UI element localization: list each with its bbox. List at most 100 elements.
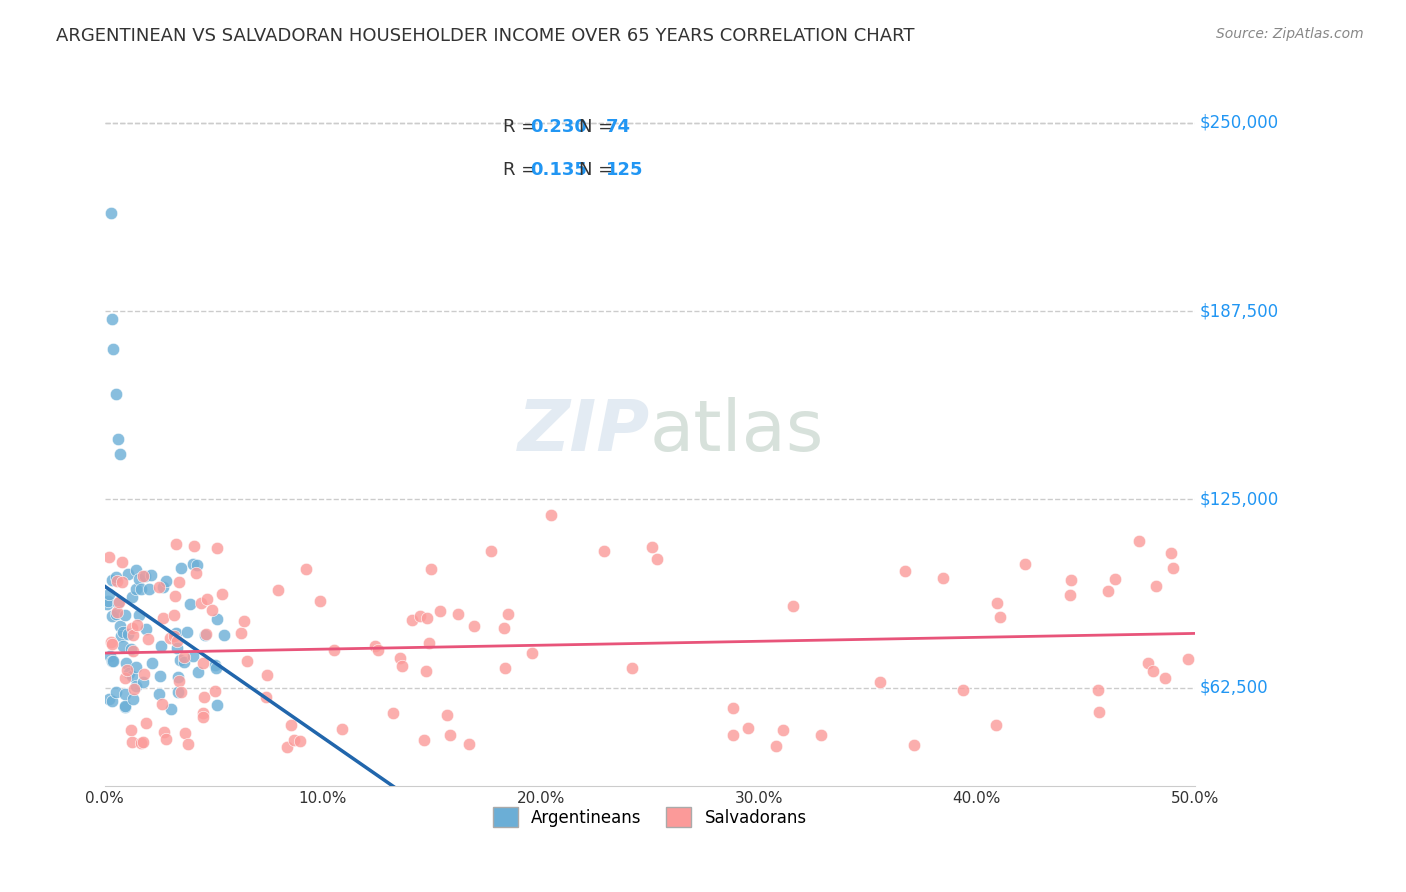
Point [181,557,204,571]
Point [125,563,148,577]
Point [186,558,208,573]
Point [96,597,118,611]
Point [108,594,131,608]
Point [1097,584,1119,599]
Point [205,698,228,712]
Point [165,537,187,551]
Text: ARGENTINEAN VS SALVADORAN HOUSEHOLDER INCOME OVER 65 YEARS CORRELATION CHART: ARGENTINEAN VS SALVADORAN HOUSEHOLDER IN… [56,27,915,45]
Point [179,598,201,612]
Point [129,582,152,597]
Point [323,642,346,657]
Point [111,639,134,653]
Point [149,669,172,683]
Point [167,685,190,699]
Point [418,636,440,650]
Point [121,590,143,604]
Point [114,699,136,714]
Point [139,568,162,582]
Point [155,731,177,746]
Point [165,626,187,640]
Text: $187,500: $187,500 [1199,302,1278,320]
Point [150,697,173,711]
Point [155,574,177,588]
Point [723,728,745,742]
Text: 74: 74 [606,118,631,136]
Point [100,634,122,648]
Point [181,648,204,663]
Point [170,561,193,575]
Point [110,629,132,643]
Point [988,610,1011,624]
Point [166,633,188,648]
Point [194,626,217,640]
Point [134,666,156,681]
Point [367,642,389,657]
Point [765,739,787,753]
Point [401,613,423,627]
Point [101,694,124,708]
Point [1137,656,1160,670]
Point [122,691,145,706]
Point [205,611,228,625]
Point [205,660,228,674]
Point [447,607,470,621]
Point [125,582,148,596]
Point [132,735,155,749]
Point [211,587,233,601]
Point [101,311,124,326]
Point [104,570,127,584]
Point [173,655,195,669]
Point [135,715,157,730]
Point [463,619,485,633]
Point [309,594,332,608]
Point [166,640,188,655]
Text: Source: ZipAtlas.com: Source: ZipAtlas.com [1216,27,1364,41]
Point [1177,652,1199,666]
Text: N =: N = [579,161,619,178]
Point [110,447,132,461]
Point [415,664,437,678]
Point [540,508,562,522]
Point [1161,561,1184,575]
Point [409,608,432,623]
Point [121,628,143,642]
Point [184,566,207,581]
Point [121,735,143,749]
Point [115,664,138,678]
Point [148,687,170,701]
Point [593,544,616,558]
Point [176,625,198,640]
Text: atlas: atlas [650,397,824,467]
Point [125,659,148,673]
Text: R =: R = [502,161,541,178]
Point [266,582,288,597]
Point [97,549,120,564]
Point [183,540,205,554]
Point [167,574,190,589]
Point [810,728,832,742]
Point [148,580,170,594]
Point [256,667,278,681]
Point [105,606,128,620]
Point [294,562,316,576]
Point [125,618,148,632]
Point [173,650,195,665]
Point [276,739,298,754]
Point [152,580,174,594]
Point [1087,705,1109,719]
Point [97,692,120,706]
Point [869,675,891,690]
Point [97,593,120,607]
Point [1087,683,1109,698]
Point [894,565,917,579]
Point [103,342,125,356]
Point [101,655,124,669]
Point [391,658,413,673]
Point [737,722,759,736]
Point [195,591,218,606]
Point [166,670,188,684]
Text: ZIP: ZIP [517,397,650,467]
Point [114,656,136,670]
Point [169,652,191,666]
Point [412,733,434,747]
